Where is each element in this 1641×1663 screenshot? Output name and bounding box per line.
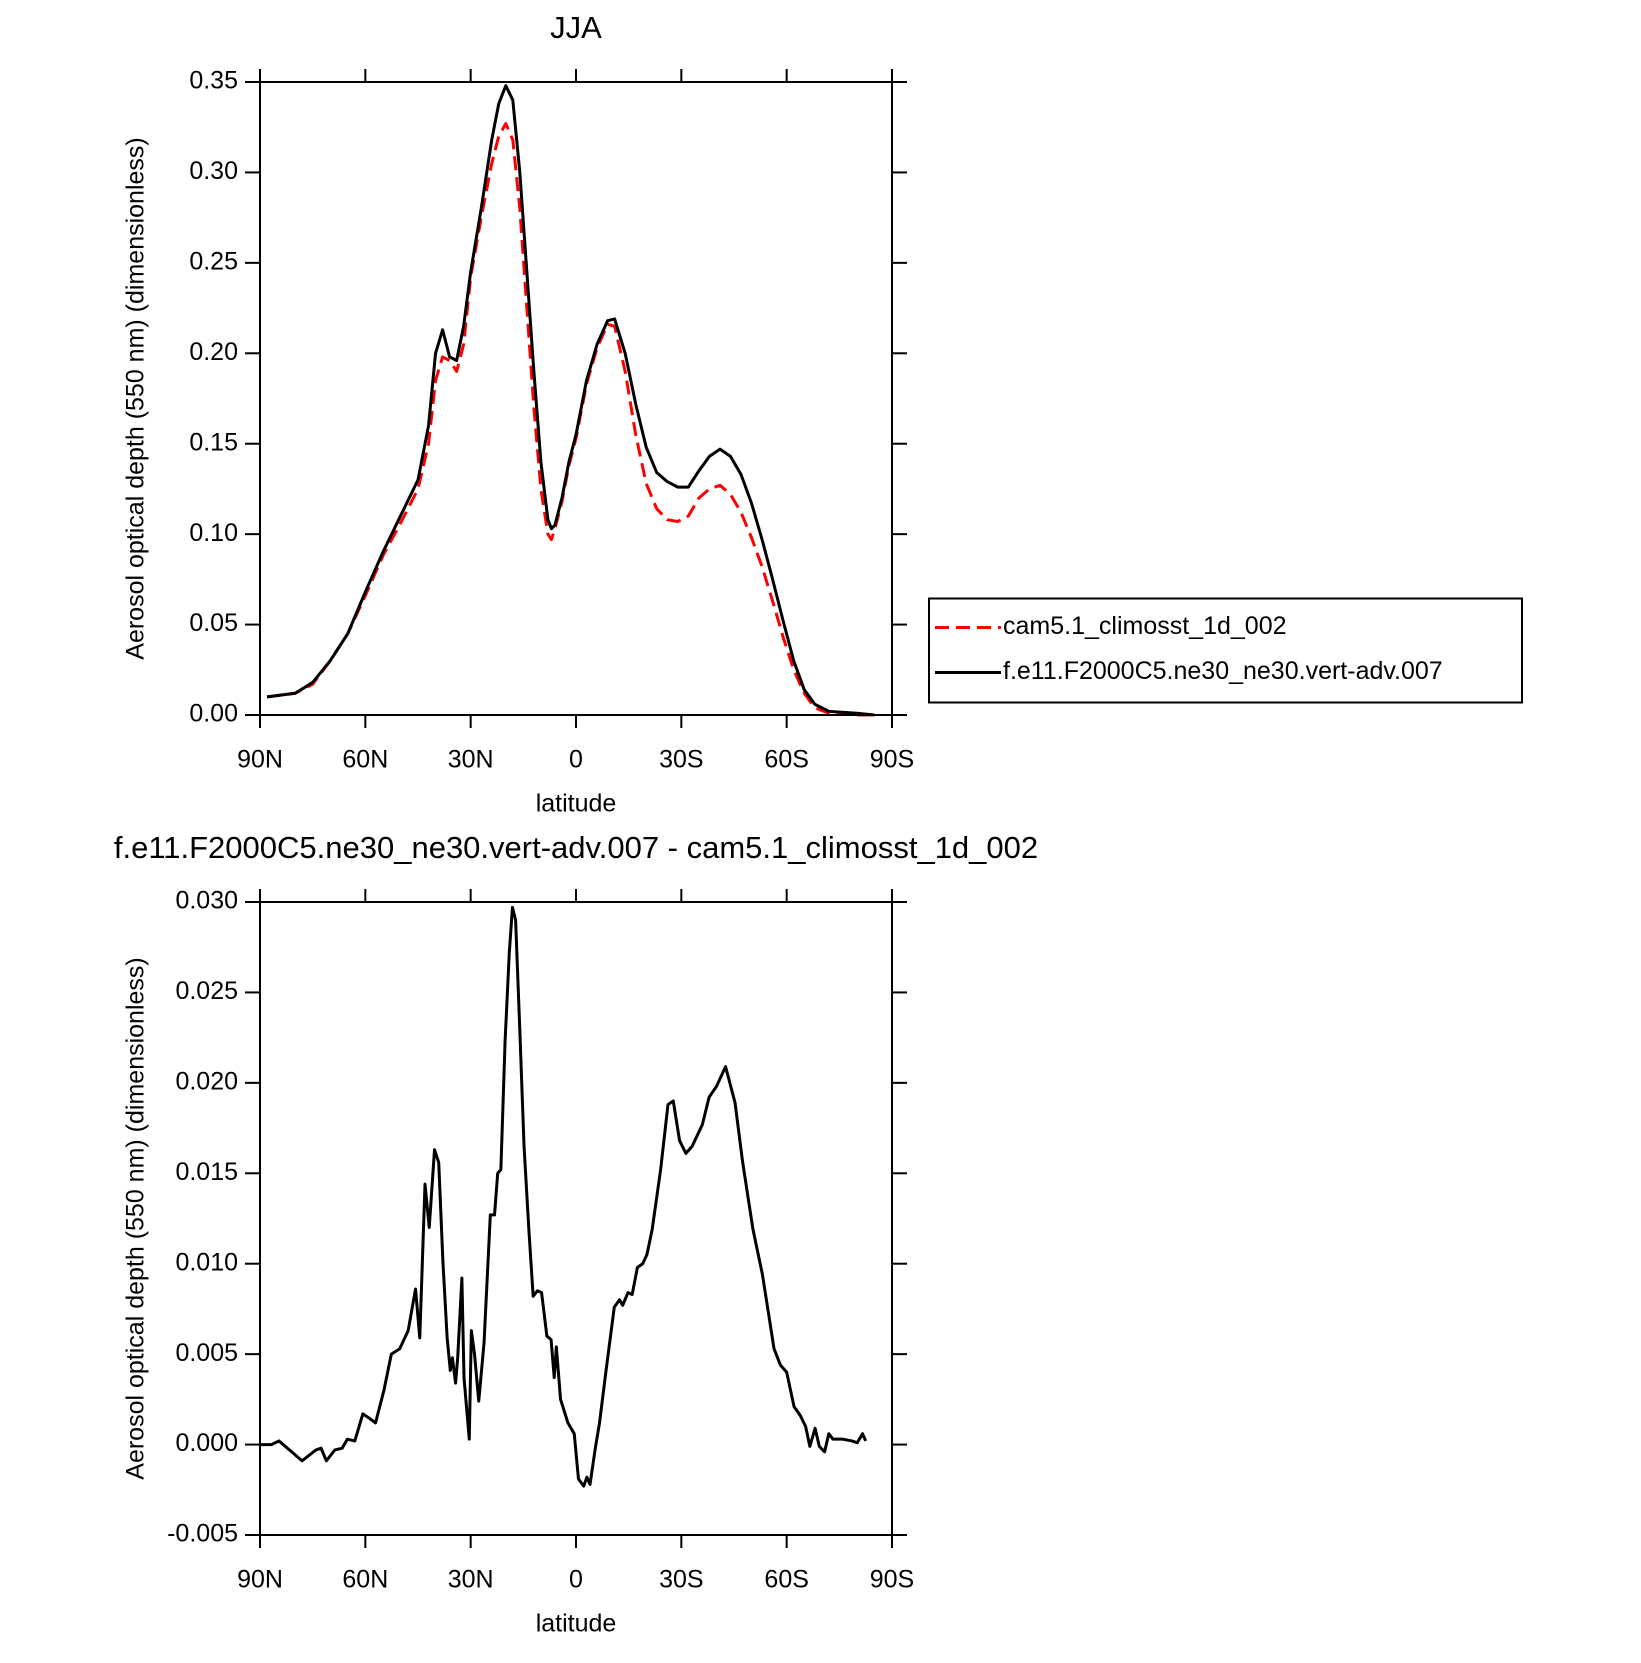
x-tick-label: 0 — [569, 746, 583, 774]
y-tick-label: 0.15 — [189, 428, 238, 456]
y-tick-label: 0.010 — [175, 1248, 238, 1276]
y-tick-label: 0.025 — [175, 977, 238, 1005]
x-tick-label: 30S — [659, 746, 703, 774]
x-tick-label: 90N — [237, 1566, 283, 1594]
series-line — [266, 84, 875, 717]
chart-title: JJA — [550, 10, 602, 45]
y-tick-label: 0.20 — [189, 338, 238, 366]
y-tick-label: 0.05 — [189, 609, 238, 637]
y-tick-label: 0.020 — [175, 1067, 238, 1095]
y-tick-label: 0.000 — [175, 1429, 238, 1457]
x-tick-label: 90S — [870, 746, 914, 774]
y-tick-label: 0.005 — [175, 1339, 238, 1367]
x-tick-label: 30N — [448, 1566, 494, 1594]
x-tick-label: 90S — [870, 1566, 914, 1594]
x-tick-label: 90N — [237, 746, 283, 774]
legend-box — [928, 597, 1523, 704]
chart-title: f.e11.F2000C5.ne30_ne30.vert-adv.007 - c… — [114, 830, 1038, 865]
legend-label: f.e11.F2000C5.ne30_ne30.vert-adv.007 — [1003, 657, 1443, 685]
y-tick-label: 0.00 — [189, 700, 238, 728]
x-tick-label: 60S — [764, 1566, 808, 1594]
plot-frame — [259, 81, 893, 716]
y-tick-label: 0.25 — [189, 247, 238, 275]
y-tick-label: 0.015 — [175, 1158, 238, 1186]
legend-label: cam5.1_climosst_1d_002 — [1003, 612, 1287, 640]
y-tick-label: 0.10 — [189, 519, 238, 547]
y-axis-label: Aerosol optical depth (550 nm) (dimensio… — [122, 957, 150, 1479]
y-tick-label: -0.005 — [167, 1520, 238, 1548]
y-tick-label: 0.030 — [175, 887, 238, 915]
x-tick-label: 30N — [448, 746, 494, 774]
x-tick-label: 60N — [342, 1566, 388, 1594]
y-tick-label: 0.30 — [189, 157, 238, 185]
y-axis-label: Aerosol optical depth (550 nm) (dimensio… — [122, 137, 150, 659]
y-tick-label: 0.35 — [189, 67, 238, 95]
x-axis-label: latitude — [536, 1610, 617, 1638]
series-line — [260, 905, 868, 1488]
x-tick-label: 30S — [659, 1566, 703, 1594]
x-tick-label: 60N — [342, 746, 388, 774]
x-tick-label: 0 — [569, 1566, 583, 1594]
plot-frame — [259, 901, 893, 1536]
x-axis-label: latitude — [536, 790, 617, 818]
x-tick-label: 60S — [764, 746, 808, 774]
